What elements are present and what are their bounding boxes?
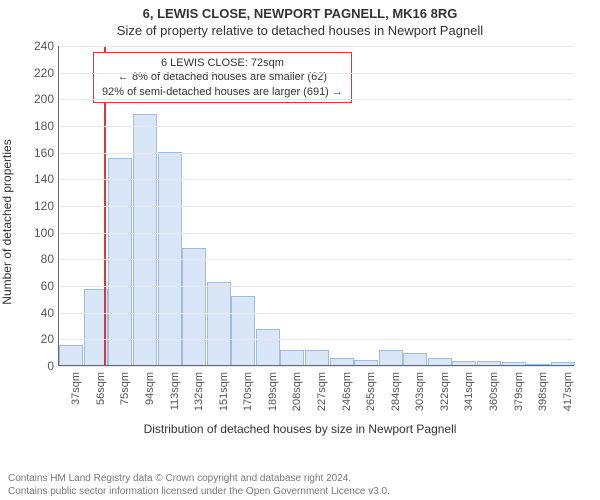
x-tick-label: 113sqm (169, 372, 181, 422)
copyright-notice: Contains HM Land Registry data © Crown c… (8, 472, 390, 498)
x-tick-label: 75sqm (119, 372, 131, 422)
x-axis-label: Distribution of detached houses by size … (0, 422, 600, 436)
x-tick-label: 246sqm (341, 372, 353, 422)
copyright-line: Contains HM Land Registry data © Crown c… (8, 472, 390, 485)
histogram-bar (182, 248, 206, 365)
x-tick-label: 227sqm (316, 372, 328, 422)
gridline (59, 259, 574, 260)
y-tick-label: 240 (14, 39, 54, 53)
histogram-bar (256, 329, 280, 365)
x-tick-label: 379sqm (513, 372, 525, 422)
y-tick-label: 20 (14, 332, 54, 346)
x-tick-label: 417sqm (562, 372, 574, 422)
x-tick-label: 94sqm (144, 372, 156, 422)
histogram-bar (379, 350, 403, 365)
y-tick-label: 160 (14, 146, 54, 160)
y-tick-label: 100 (14, 226, 54, 240)
gridline (59, 46, 574, 47)
annotation-line: 6 LEWIS CLOSE: 72sqm (102, 56, 343, 70)
histogram-chart: Number of detached properties 6 LEWIS CL… (0, 42, 600, 442)
histogram-bar (207, 282, 231, 365)
histogram-bar (502, 362, 526, 365)
page-title: 6, LEWIS CLOSE, NEWPORT PAGNELL, MK16 8R… (0, 0, 600, 21)
x-tick-label: 37sqm (70, 372, 82, 422)
gridline (59, 233, 574, 234)
x-tick-label: 208sqm (291, 372, 303, 422)
histogram-bar (231, 296, 255, 365)
x-tick-label: 189sqm (267, 372, 279, 422)
gridline (59, 313, 574, 314)
histogram-bar (403, 353, 427, 365)
annotation-line: 92% of semi-detached houses are larger (… (102, 85, 343, 99)
x-tick-label: 322sqm (439, 372, 451, 422)
histogram-bar (551, 362, 575, 365)
y-tick-label: 220 (14, 66, 54, 80)
x-tick-label: 284sqm (390, 372, 402, 422)
gridline (59, 179, 574, 180)
x-tick-label: 56sqm (95, 372, 107, 422)
gridline (59, 73, 574, 74)
x-tick-label: 341sqm (463, 372, 475, 422)
x-tick-label: 303sqm (414, 372, 426, 422)
histogram-bar (305, 350, 329, 365)
histogram-bar (477, 361, 501, 365)
histogram-bar (354, 360, 378, 365)
histogram-bar (452, 361, 476, 365)
x-tick-label: 398sqm (537, 372, 549, 422)
gridline (59, 126, 574, 127)
y-axis-label: Number of detached properties (0, 139, 14, 304)
y-tick-label: 180 (14, 119, 54, 133)
histogram-bar (108, 158, 132, 365)
page-subtitle: Size of property relative to detached ho… (0, 21, 600, 42)
y-tick-label: 120 (14, 199, 54, 213)
histogram-bar (158, 152, 182, 365)
plot-area: 6 LEWIS CLOSE: 72sqm ← 8% of detached ho… (58, 46, 574, 366)
x-tick-label: 360sqm (488, 372, 500, 422)
histogram-bar (526, 364, 550, 365)
x-tick-label: 265sqm (365, 372, 377, 422)
y-tick-label: 0 (14, 359, 54, 373)
gridline (59, 339, 574, 340)
x-tick-label: 151sqm (218, 372, 230, 422)
x-tick-label: 170sqm (242, 372, 254, 422)
y-tick-label: 200 (14, 92, 54, 106)
gridline (59, 286, 574, 287)
histogram-bar (330, 358, 354, 365)
gridline (59, 206, 574, 207)
gridline (59, 99, 574, 100)
histogram-bar (280, 350, 304, 365)
annotation-box: 6 LEWIS CLOSE: 72sqm ← 8% of detached ho… (93, 52, 352, 103)
copyright-line: Contains public sector information licen… (8, 485, 390, 498)
y-tick-label: 140 (14, 172, 54, 186)
gridline (59, 366, 574, 367)
histogram-bar (428, 358, 452, 365)
gridline (59, 153, 574, 154)
y-tick-label: 60 (14, 279, 54, 293)
y-tick-label: 80 (14, 252, 54, 266)
x-tick-label: 132sqm (193, 372, 205, 422)
y-tick-label: 40 (14, 306, 54, 320)
histogram-bar (59, 345, 83, 365)
